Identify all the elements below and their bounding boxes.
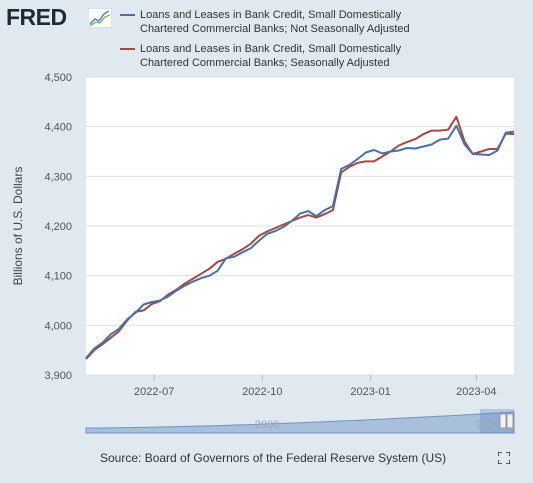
navigator-series — [85, 411, 515, 434]
source-note: Source: Board of Governors of the Federa… — [100, 451, 447, 465]
series-line-nsa — [85, 124, 515, 359]
legend-item-nsa[interactable]: Loans and Leases in Bank Credit, Small D… — [120, 8, 420, 36]
navigator-end-label: 2020 — [476, 419, 500, 431]
chart-svg: 3,900 4,000 4,100 4,200 4,300 4,400 4,500 2022-… — [11, 72, 515, 434]
x-tick-label: 2023-01 — [350, 386, 390, 398]
x-tick-label: 2022-10 — [242, 386, 282, 398]
y-tick-label: 4,400 — [44, 122, 72, 134]
y-axis-label: Billions of U.S. Dollars — [11, 167, 25, 286]
fullscreen-icon[interactable] — [498, 452, 510, 464]
x-tick-label: 2022-07 — [134, 386, 174, 398]
y-tick-label: 4,000 — [44, 320, 72, 332]
fred-chart-icon — [88, 8, 112, 28]
chart-legend: Loans and Leases in Bank Credit, Small D… — [120, 8, 420, 76]
navigator-label: 2000 — [255, 419, 279, 431]
y-tick-label: 4,300 — [44, 171, 72, 183]
navigator-handle-right[interactable] — [506, 413, 514, 429]
y-tick-label: 4,500 — [44, 72, 72, 84]
fred-logo[interactable]: FRED — [6, 4, 67, 30]
legend-swatch-nsa — [120, 14, 135, 16]
legend-label-sa: Loans and Leases in Bank Credit, Small D… — [140, 43, 402, 69]
y-tick-label: 4,100 — [44, 271, 72, 283]
y-tick-label: 3,900 — [44, 370, 72, 382]
legend-item-sa[interactable]: Loans and Leases in Bank Credit, Small D… — [120, 42, 420, 70]
legend-label-nsa: Loans and Leases in Bank Credit, Small D… — [140, 9, 410, 35]
y-tick-label: 4,200 — [44, 221, 72, 233]
navigator-handle-left[interactable] — [499, 413, 507, 429]
x-tick-label: 2023-04 — [456, 386, 496, 398]
legend-swatch-sa — [120, 48, 135, 50]
